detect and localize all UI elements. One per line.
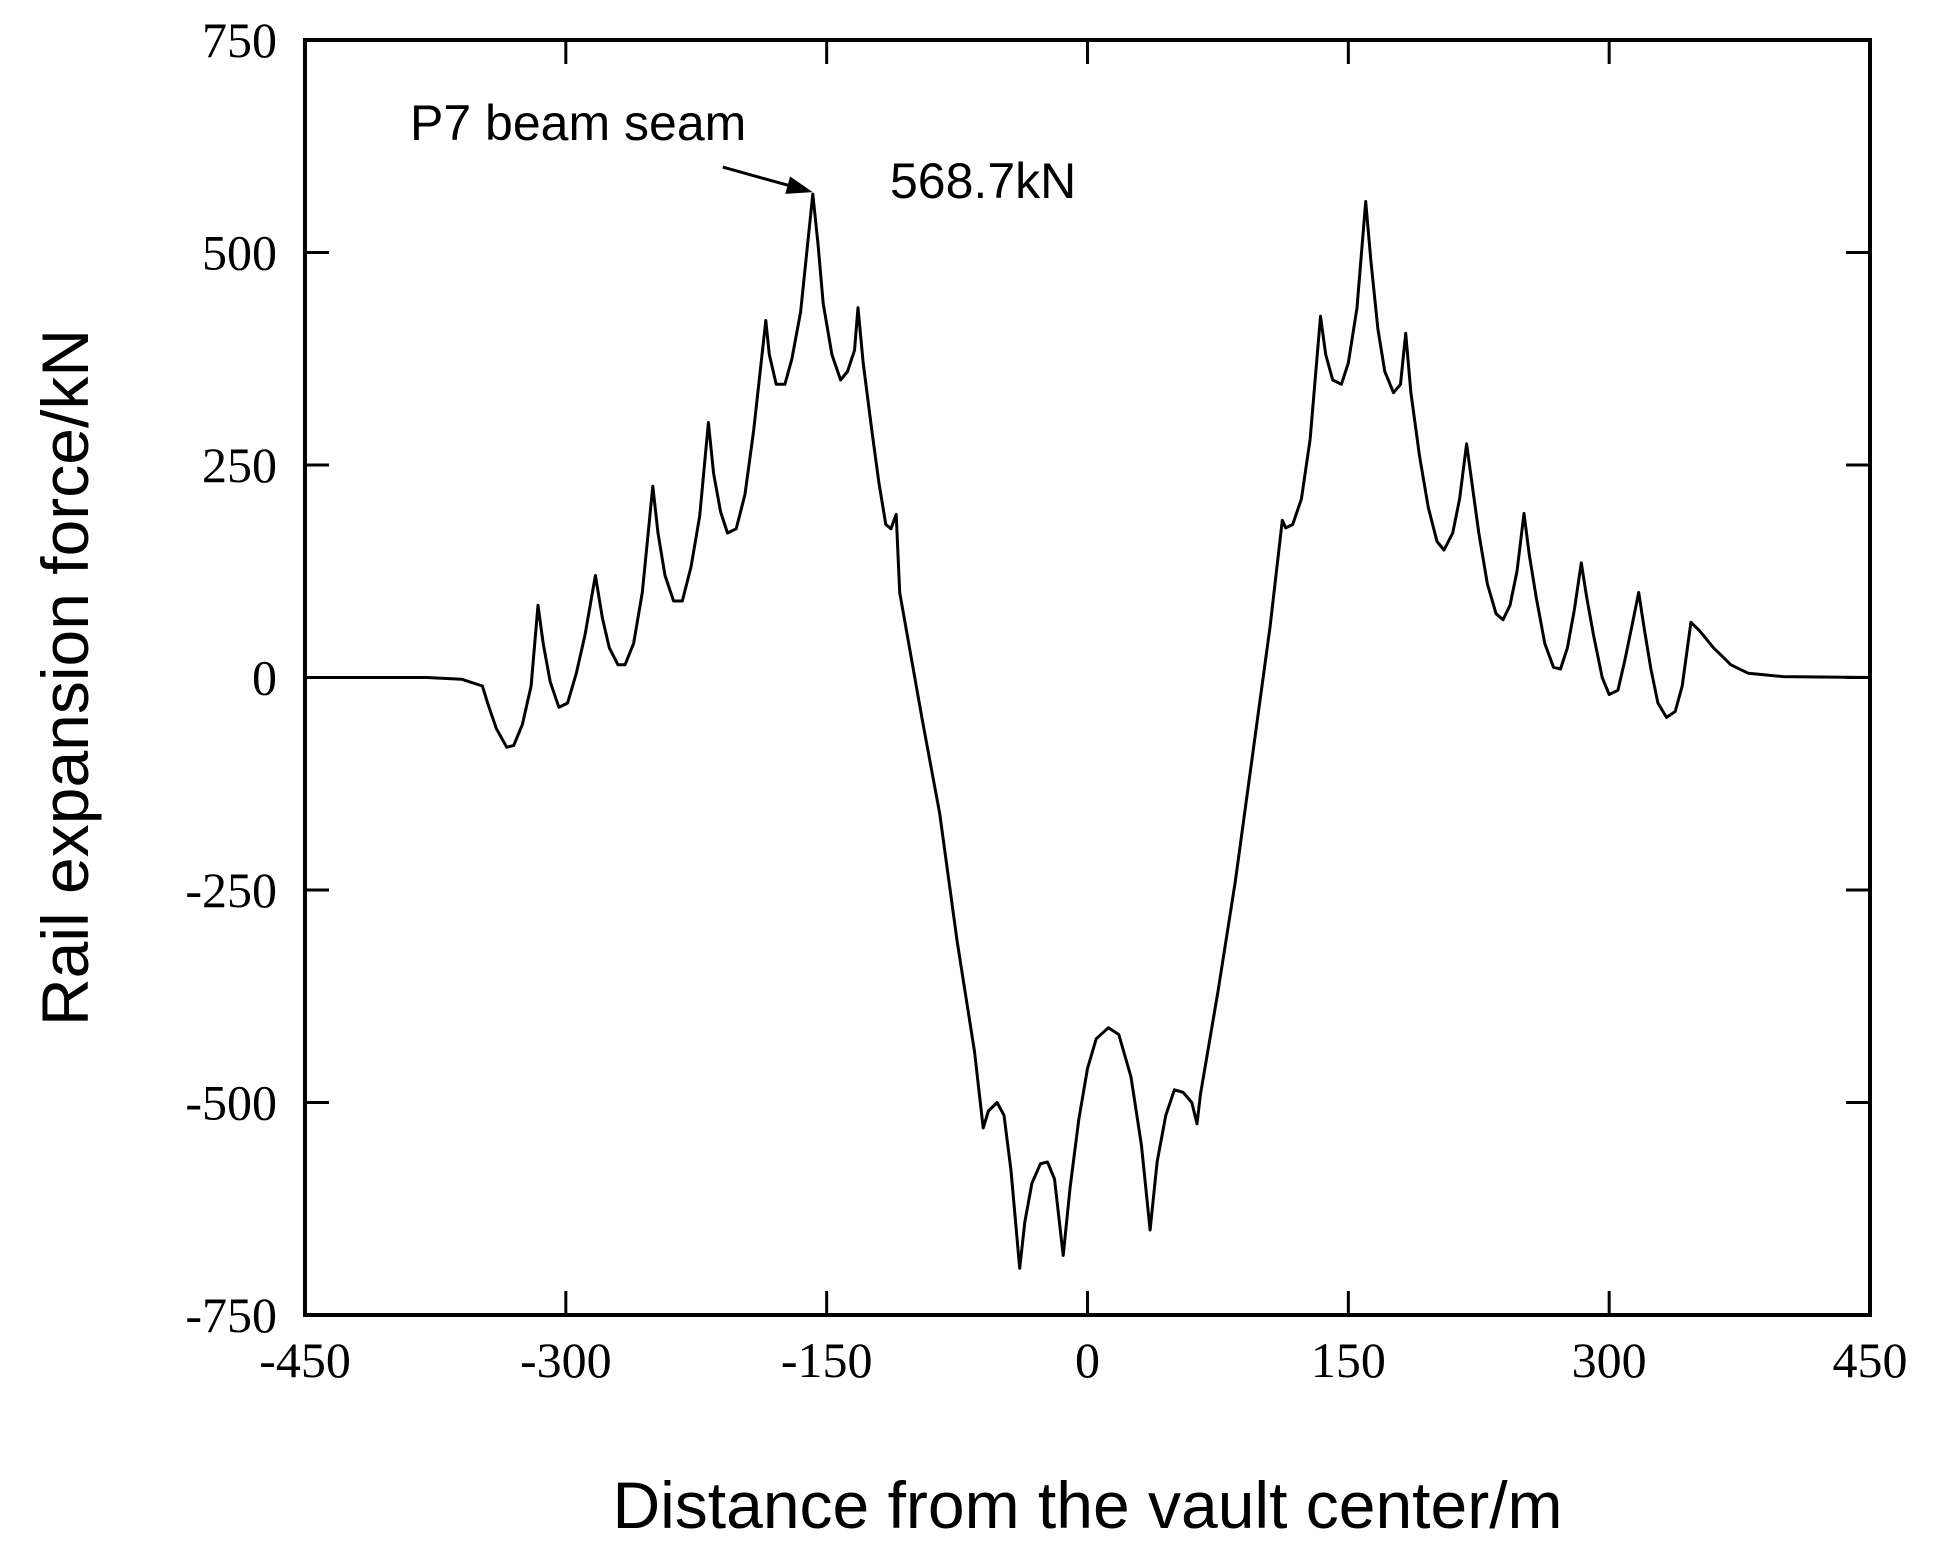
y-tick-label: -750: [185, 1287, 277, 1343]
y-tick-label: 500: [202, 225, 277, 281]
annotation-arrowhead: [785, 176, 813, 194]
x-tick-label: -300: [520, 1332, 612, 1388]
y-tick-label: -500: [185, 1075, 277, 1131]
x-tick-labels: -450 -300 -150 0 150 300 450: [259, 1332, 1907, 1388]
y-tick-labels: -750 -500 -250 0 250 500 750: [185, 12, 277, 1343]
x-tick-label: 0: [1075, 1332, 1100, 1388]
x-tick-label: -150: [781, 1332, 873, 1388]
annotation-value: 568.7kN: [890, 153, 1076, 209]
series-line: [305, 192, 1871, 1270]
x-tick-label: 150: [1311, 1332, 1386, 1388]
x-tick-label: -450: [259, 1332, 351, 1388]
y-tick-label: 250: [202, 437, 277, 493]
x-tick-label: 300: [1572, 1332, 1647, 1388]
plot-frame: [303, 38, 1872, 1317]
y-axis-title: Rail expansion force/kN: [28, 329, 102, 1026]
x-tick-label: 450: [1833, 1332, 1908, 1388]
annotation-label: P7 beam seam: [410, 95, 746, 151]
y-tick-label: 750: [202, 12, 277, 68]
y-tick-label: -250: [185, 862, 277, 918]
annotation-arrow: [722, 165, 796, 189]
tick-marks: [303, 38, 1872, 1317]
y-tick-label: 0: [252, 650, 277, 706]
x-axis-title: Distance from the vault center/m: [612, 1468, 1562, 1542]
